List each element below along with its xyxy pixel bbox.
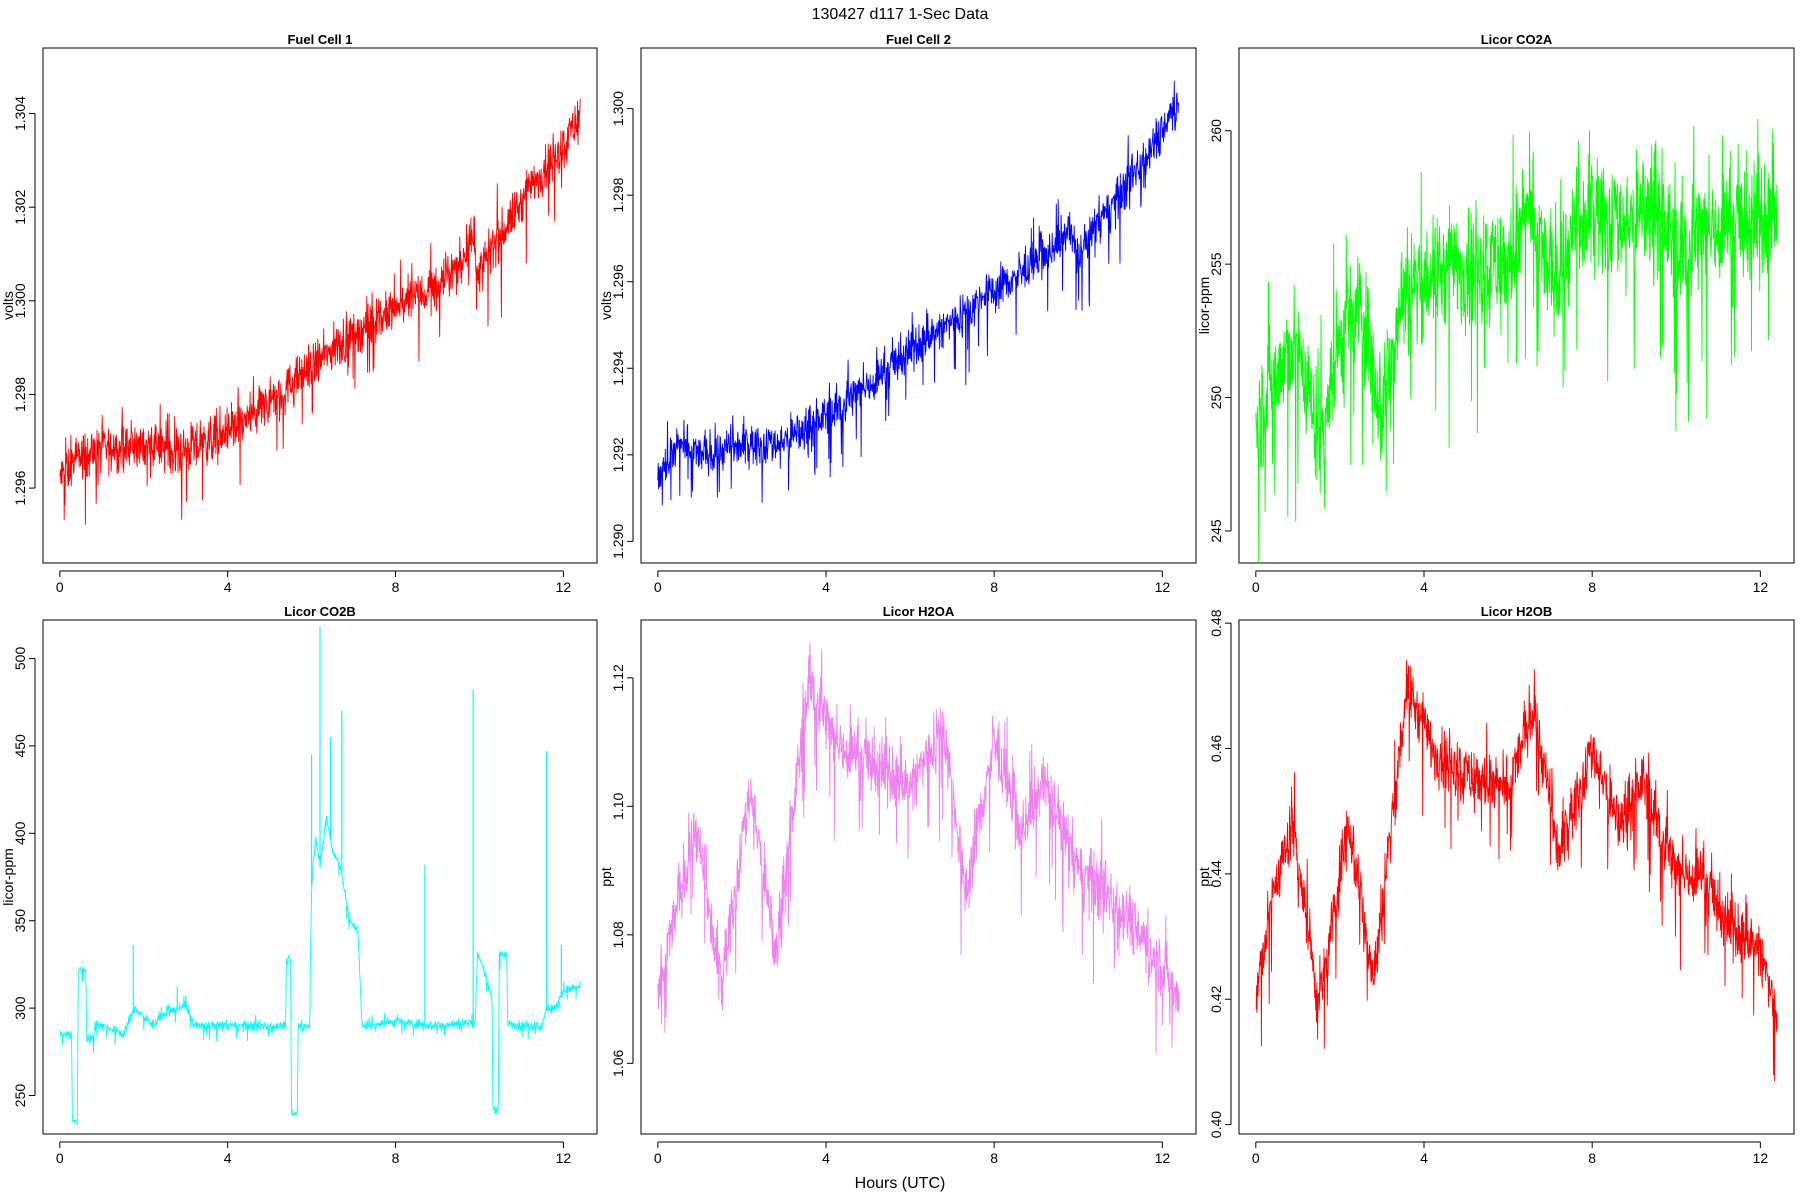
panel-title: Licor H2OB <box>1481 604 1553 619</box>
y-tick-label: 0.40 <box>1208 1111 1224 1138</box>
y-tick-label: 1.304 <box>12 96 28 131</box>
y-tick-label: 1.294 <box>610 351 626 386</box>
panel-fuel-cell-2: Fuel Cell 2 volts 0 4 8 12 1.290 1.292 1.294 1.29… <box>598 32 1197 595</box>
x-tick-label: 8 <box>990 579 998 595</box>
plot-frame <box>640 619 1197 1135</box>
x-axis-label: Hours (UTC) <box>855 1175 946 1192</box>
x-tick-label: 8 <box>1588 1150 1596 1166</box>
panel-licor-co2a: Licor CO2A licor-ppm 0 4 8 12 245 250 255 260 <box>1196 32 1795 595</box>
x-tick-label: 4 <box>224 579 232 595</box>
series-line-licor-h2ob <box>1255 659 1778 1082</box>
y-tick-label: 400 <box>12 821 28 845</box>
y-tick-label: 1.300 <box>610 91 626 126</box>
y-tick-label: 1.296 <box>610 264 626 299</box>
panel-fuel-cell-1: Fuel Cell 1 volts 0 4 8 12 1.296 1.298 1.300 1.30… <box>0 32 598 595</box>
x-tick-label: 4 <box>224 1150 232 1166</box>
x-tick-label: 12 <box>556 1150 572 1166</box>
panel-title: Licor CO2B <box>284 604 356 619</box>
y-tick-label: 1.12 <box>610 664 626 691</box>
y-tick-label: 0.48 <box>1208 609 1224 636</box>
y-axis-label: volts <box>598 291 614 320</box>
x-tick-label: 0 <box>1252 579 1260 595</box>
series-line-licor-co2a <box>1255 119 1778 564</box>
x-tick-label: 0 <box>1252 1150 1260 1166</box>
y-tick-label: 350 <box>12 909 28 933</box>
x-tick-label: 12 <box>1753 579 1769 595</box>
x-tick-label: 8 <box>392 579 400 595</box>
panel-licor-h2oa: Licor H2OA ppt 0 4 8 12 1.06 1.08 1.10 1.12 <box>598 604 1197 1166</box>
y-tick-label: 0.42 <box>1208 985 1224 1012</box>
y-axis-label: ppt <box>1196 867 1212 887</box>
y-tick-label: 255 <box>1208 252 1224 276</box>
x-tick-label: 8 <box>392 1150 400 1166</box>
x-tick-label: 0 <box>654 1150 662 1166</box>
y-tick-label: 500 <box>12 647 28 671</box>
series-line-fuel-cell-2 <box>657 80 1180 506</box>
x-tick-label: 4 <box>822 579 830 595</box>
y-axis-label: licor-ppm <box>1196 277 1212 335</box>
series-line-fuel-cell-1 <box>59 98 581 525</box>
plot-frame <box>640 47 1197 564</box>
y-axis-label: licor-ppm <box>0 848 16 906</box>
panel-title: Fuel Cell 1 <box>287 32 352 47</box>
panel-title: Licor H2OA <box>883 604 955 619</box>
y-tick-label: 1.298 <box>12 377 28 412</box>
x-tick-label: 12 <box>1155 579 1171 595</box>
plot-frame <box>1238 47 1795 564</box>
panel-title: Fuel Cell 2 <box>886 32 951 47</box>
figure-title: 130427 d117 1-Sec Data <box>812 6 989 23</box>
y-tick-label: 1.10 <box>610 792 626 819</box>
panel-licor-co2b: Licor CO2B licor-ppm 0 4 8 12 250 300 350 400 450 5… <box>0 604 598 1166</box>
panel-licor-h2ob: Licor H2OB ppt 0 4 8 12 0.40 0.42 0.44 0.46 0.48 <box>1196 604 1795 1166</box>
chart-panels: Fuel Cell 1 volts 0 4 8 12 1.296 1.298 1.300 1.30… <box>0 32 1795 1166</box>
series-line-licor-h2oa <box>657 642 1180 1055</box>
plot-frame <box>42 47 598 564</box>
y-tick-label: 250 <box>1208 386 1224 410</box>
x-tick-label: 8 <box>990 1150 998 1166</box>
y-tick-label: 1.06 <box>610 1049 626 1076</box>
y-tick-label: 1.08 <box>610 921 626 948</box>
x-tick-label: 0 <box>56 579 64 595</box>
y-tick-label: 300 <box>12 996 28 1020</box>
y-tick-label: 245 <box>1208 519 1224 543</box>
x-tick-label: 4 <box>1420 1150 1428 1166</box>
y-tick-label: 260 <box>1208 119 1224 143</box>
y-tick-label: 0.46 <box>1208 735 1224 762</box>
y-tick-label: 0.44 <box>1208 860 1224 887</box>
x-tick-label: 8 <box>1588 579 1596 595</box>
y-tick-label: 1.296 <box>12 470 28 505</box>
y-tick-label: 1.290 <box>610 524 626 559</box>
x-tick-label: 4 <box>1420 579 1428 595</box>
y-tick-label: 450 <box>12 734 28 758</box>
y-tick-label: 1.292 <box>610 437 626 472</box>
plot-frame <box>42 619 598 1135</box>
y-tick-label: 1.298 <box>610 177 626 212</box>
plot-frame <box>1238 619 1795 1135</box>
x-tick-label: 0 <box>56 1150 64 1166</box>
y-tick-label: 1.302 <box>12 189 28 224</box>
x-tick-label: 12 <box>1155 1150 1171 1166</box>
y-tick-label: 1.300 <box>12 283 28 318</box>
x-tick-label: 12 <box>556 579 572 595</box>
y-tick-label: 250 <box>12 1084 28 1108</box>
panel-title: Licor CO2A <box>1481 32 1553 47</box>
x-tick-label: 0 <box>654 579 662 595</box>
y-axis-label: volts <box>0 291 16 320</box>
x-tick-label: 12 <box>1753 1150 1769 1166</box>
y-axis-label: ppt <box>598 867 614 887</box>
x-tick-label: 4 <box>822 1150 830 1166</box>
